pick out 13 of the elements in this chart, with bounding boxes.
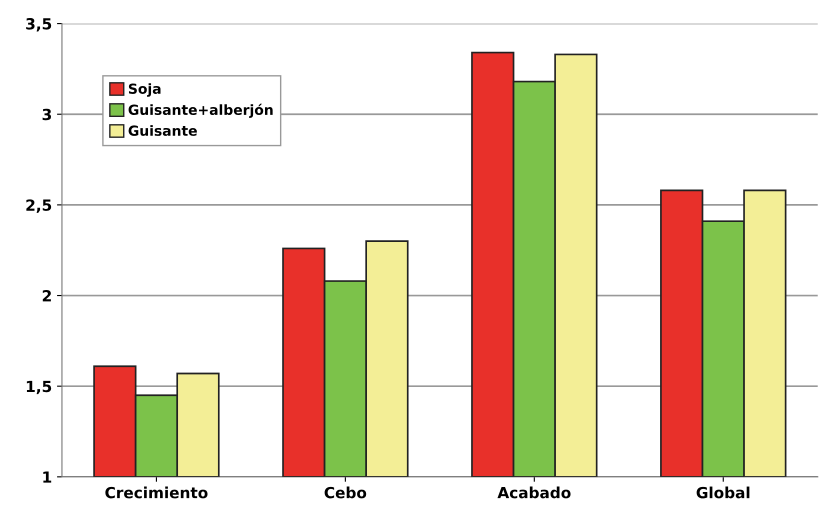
x-tick-label: Global — [696, 486, 750, 498]
x-tick-label: Acabado — [497, 486, 571, 498]
legend-label: Guisante — [128, 125, 197, 136]
x-tick-label: Crecimiento — [105, 486, 208, 498]
y-tick-label: 2 — [42, 290, 51, 302]
x-tick-label: Cebo — [324, 486, 366, 498]
y-tick-label: 3 — [42, 108, 52, 120]
y-tick-label: 1,5 — [26, 380, 52, 394]
legend-label: Soja — [128, 83, 160, 97]
legend-label: Guisante+alberjón — [128, 104, 273, 118]
y-tick-label: 3,5 — [26, 18, 52, 32]
y-tick-label: 1 — [43, 472, 52, 483]
y-tick-label: 2,5 — [26, 199, 52, 213]
